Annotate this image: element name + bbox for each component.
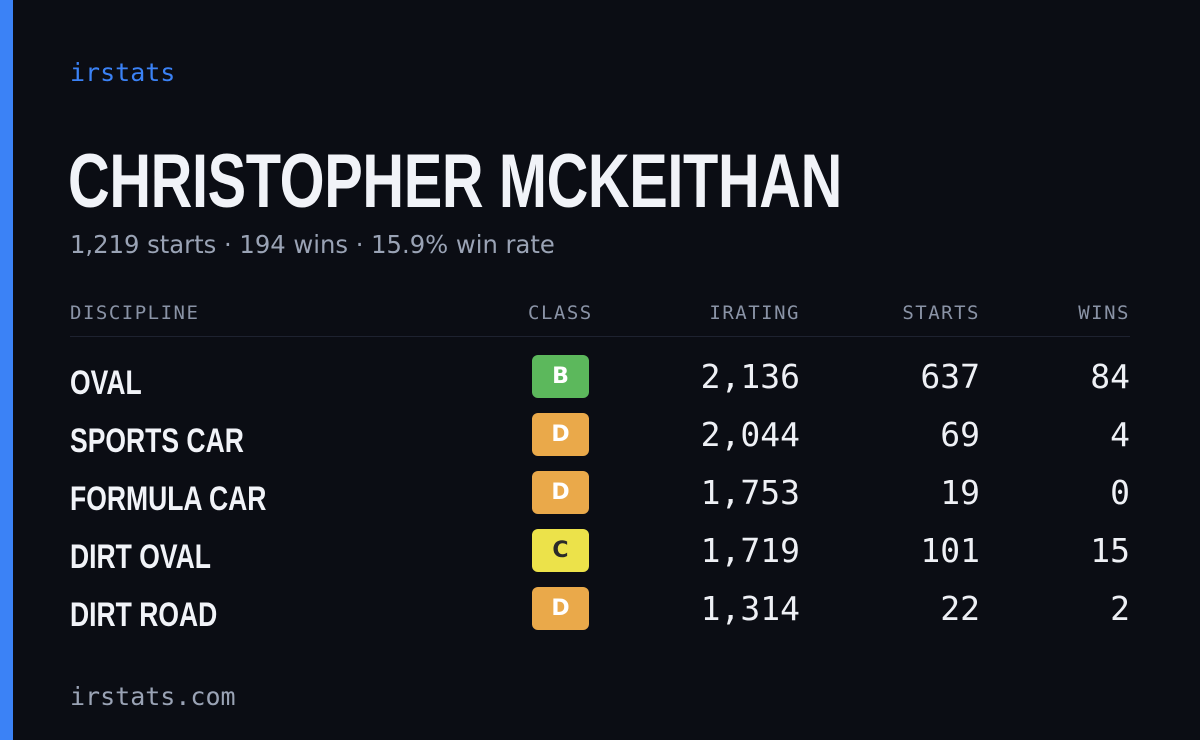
header-irating: IRATING	[709, 302, 800, 324]
summary-win-rate: 15.9% win rate	[371, 230, 555, 259]
discipline-name: OVAL	[70, 364, 142, 402]
table-row: FORMULA CAR D 1,753 19 0	[70, 467, 1130, 525]
starts-value: 101	[920, 531, 980, 570]
starts-value: 19	[940, 473, 980, 512]
summary-starts: 1,219 starts	[70, 230, 217, 259]
irating-value: 1,314	[700, 589, 800, 628]
summary-wins: 194 wins	[239, 230, 348, 259]
wins-value: 15	[1090, 531, 1130, 570]
class-badge: D	[532, 471, 589, 514]
discipline-name: DIRT OVAL	[70, 538, 211, 576]
summary-separator: ·	[223, 230, 232, 259]
wins-value: 84	[1090, 357, 1130, 396]
starts-value: 22	[940, 589, 980, 628]
discipline-name: DIRT ROAD	[70, 596, 218, 634]
discipline-name: FORMULA CAR	[70, 480, 267, 518]
wins-value: 4	[1110, 415, 1130, 454]
class-badge: B	[532, 355, 589, 398]
table-row: SPORTS CAR D 2,044 69 4	[70, 409, 1130, 467]
brand-logo-text[interactable]: irstats	[70, 58, 176, 87]
discipline-name: SPORTS CAR	[70, 422, 244, 460]
table-body: OVAL B 2,136 637 84 SPORTS CAR D 2,044 6…	[70, 351, 1130, 641]
summary-line: 1,219 starts · 194 wins · 15.9% win rate	[70, 228, 555, 262]
starts-value: 637	[920, 357, 980, 396]
class-badge: D	[532, 587, 589, 630]
irating-value: 1,719	[700, 531, 800, 570]
table-row: DIRT OVAL C 1,719 101 15	[70, 525, 1130, 583]
header-wins: WINS	[1078, 302, 1130, 324]
irating-value: 2,044	[700, 415, 800, 454]
wins-value: 2	[1110, 589, 1130, 628]
irating-value: 2,136	[700, 357, 800, 396]
player-name: CHRISTOPHER MCKEITHAN	[68, 139, 842, 224]
header-class: CLASS	[528, 302, 593, 324]
class-badge: C	[532, 529, 589, 572]
table-row: OVAL B 2,136 637 84	[70, 351, 1130, 409]
summary-separator: ·	[355, 230, 364, 259]
wins-value: 0	[1110, 473, 1130, 512]
table-row: DIRT ROAD D 1,314 22 2	[70, 583, 1130, 641]
header-starts: STARTS	[902, 302, 980, 324]
discipline-table: DISCIPLINE CLASS IRATING STARTS WINS OVA…	[70, 298, 1130, 641]
irating-value: 1,753	[700, 473, 800, 512]
footer-url[interactable]: irstats.com	[70, 682, 236, 711]
table-header: DISCIPLINE CLASS IRATING STARTS WINS	[70, 298, 1130, 337]
accent-bar	[0, 0, 13, 740]
starts-value: 69	[940, 415, 980, 454]
header-discipline: DISCIPLINE	[70, 302, 200, 324]
class-badge: D	[532, 413, 589, 456]
